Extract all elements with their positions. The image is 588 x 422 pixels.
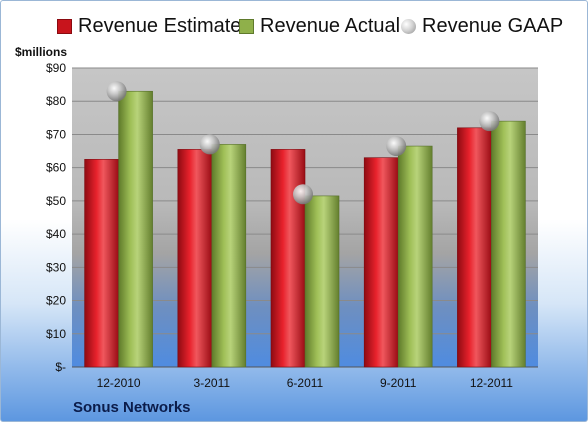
y-tick-label: $90	[46, 61, 66, 75]
y-tick-label: $30	[46, 260, 66, 274]
bar-revenue-actual	[211, 144, 247, 368]
x-axis-ticks: 12-2010 3-2011 6-2011 9-2011 12-2011	[97, 376, 514, 390]
y-tick-label: $60	[46, 161, 66, 175]
x-tick-label: 12-2011	[470, 376, 513, 390]
marker-revenue-gaap	[106, 81, 127, 102]
bar-revenue-estimate	[363, 157, 399, 368]
gaap-markers	[106, 81, 500, 205]
y-tick-label: $80	[46, 94, 66, 108]
legend-item-actual: Revenue Actual	[239, 15, 400, 38]
legend-label-estimate: Revenue Estimate	[78, 15, 242, 37]
y-tick-label: $50	[46, 194, 66, 208]
legend: Revenue Estimate Revenue Actual Revenue …	[1, 15, 587, 45]
legend-swatch-estimate	[57, 19, 72, 34]
company-name: Sonus Networks	[73, 399, 191, 416]
bar-revenue-actual	[118, 90, 153, 368]
y-tick-label: $10	[46, 327, 66, 341]
marker-revenue-gaap	[386, 136, 407, 157]
legend-item-gaap: Revenue GAAP	[401, 15, 563, 38]
bar-revenue-estimate	[270, 149, 306, 368]
legend-swatch-actual	[239, 19, 254, 34]
x-tick-label: 9-2011	[380, 376, 417, 390]
bar-revenue-estimate	[84, 159, 119, 368]
x-tick-label: 12-2010	[97, 376, 141, 390]
bar-revenue-actual	[491, 120, 526, 368]
y-tick-label: $70	[46, 127, 66, 141]
y-axis-ticks: $- $10 $20 $30 $40 $50 $60 $70 $80 $90	[46, 61, 66, 374]
legend-label-actual: Revenue Actual	[260, 15, 401, 37]
y-tick-label: $40	[46, 227, 66, 241]
x-tick-label: 3-2011	[194, 376, 231, 390]
legend-item-estimate: Revenue Estimate	[57, 15, 241, 38]
marker-revenue-gaap	[199, 134, 220, 155]
legend-label-gaap: Revenue GAAP	[422, 15, 564, 37]
y-tick-label: $-	[55, 360, 66, 374]
legend-swatch-gaap	[401, 19, 416, 34]
x-tick-label: 6-2011	[287, 376, 324, 390]
bar-revenue-estimate	[177, 149, 213, 368]
bar-revenue-actual	[397, 145, 433, 368]
marker-revenue-gaap	[479, 111, 500, 132]
y-tick-label: $20	[46, 294, 66, 308]
bars	[84, 90, 526, 368]
bar-revenue-actual	[304, 195, 340, 368]
y-axis-unit-label: $millions	[15, 45, 68, 59]
marker-revenue-gaap	[293, 184, 313, 205]
bar-revenue-estimate	[457, 127, 492, 368]
